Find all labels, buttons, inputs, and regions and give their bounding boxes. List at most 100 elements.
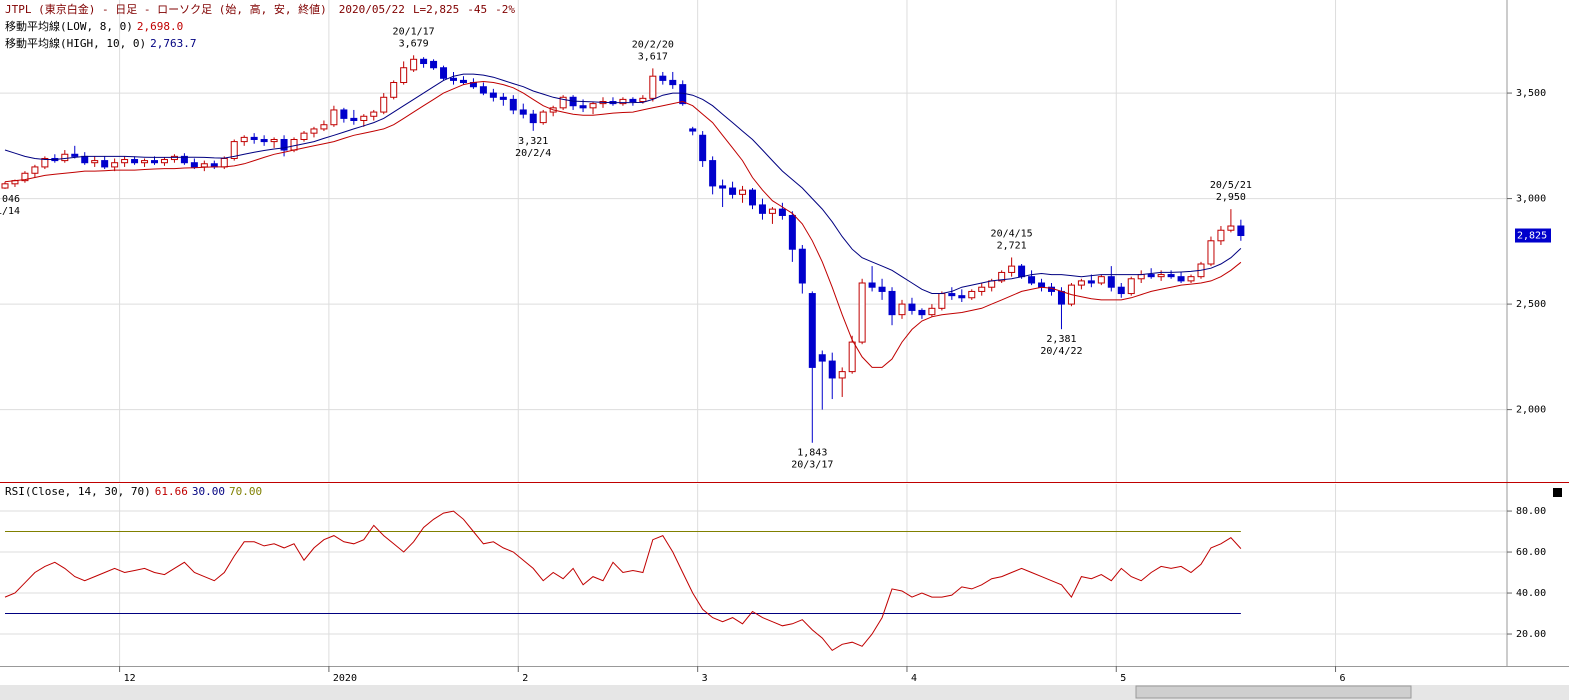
candle-body <box>270 138 278 143</box>
candle-body <box>370 111 378 117</box>
candle-body <box>350 117 358 121</box>
candle-body <box>141 160 149 164</box>
candle-body <box>629 98 637 103</box>
candle-body <box>240 136 248 143</box>
candle-body <box>938 293 946 309</box>
scroll-thumb[interactable] <box>1135 685 1412 699</box>
candle-body <box>320 124 328 130</box>
legend-value: 30.00 <box>192 485 225 498</box>
candle-body <box>310 128 318 134</box>
candle-body <box>1028 276 1036 284</box>
annotation-value: 3,321 <box>518 136 548 147</box>
candle-body <box>998 271 1006 282</box>
candle-body <box>499 96 507 100</box>
candle-body <box>709 160 717 187</box>
annotation-date: 20/4/15 <box>991 228 1033 239</box>
candle-body <box>878 286 886 292</box>
candle-body <box>818 354 826 362</box>
annotation-date: 11/14 <box>0 206 20 217</box>
annotation-value: 2,721 <box>997 240 1027 251</box>
y-tick-label: 60.00 <box>1516 547 1546 558</box>
annotation-date: 20/2/20 <box>632 39 674 50</box>
annotation-date: 20/3/17 <box>791 460 833 471</box>
candle-body <box>699 134 707 162</box>
annotation-date: 20/5/21 <box>1210 180 1252 191</box>
candle-body <box>958 295 966 299</box>
x-tick-label: 2020 <box>333 673 357 684</box>
legend-value: 2,698.0 <box>137 20 183 33</box>
candle-body <box>489 92 497 98</box>
legend-name: RSI(Close, 14, 30, 70) <box>5 485 151 498</box>
candle-body <box>509 98 517 111</box>
y-tick-label: 40.00 <box>1516 588 1546 599</box>
candle-body <box>430 60 438 69</box>
legend-value: 70.00 <box>229 485 262 498</box>
annotation-date: 20/1/17 <box>393 26 435 37</box>
candle-body <box>539 111 547 124</box>
candle-body <box>788 214 796 250</box>
candle-body <box>669 79 677 86</box>
candle-body <box>1077 280 1085 286</box>
candle-body <box>1057 290 1065 305</box>
candle-body <box>579 105 587 109</box>
moving-average-line <box>4 80 1242 368</box>
candle-body <box>1127 278 1135 295</box>
candle-body <box>1167 274 1175 278</box>
legend-name: 移動平均線(LOW, 8, 0) <box>5 19 133 33</box>
candle-body <box>828 360 836 379</box>
candle-body <box>170 155 178 161</box>
rsi-line <box>4 510 1242 652</box>
candle-body <box>459 79 467 84</box>
legend-value: 2,763.7 <box>150 37 196 50</box>
candle-body <box>758 204 766 214</box>
candle-body <box>848 341 856 373</box>
candle-body <box>380 96 388 113</box>
candle-body <box>1107 276 1115 288</box>
annotation-value: 2,381 <box>1046 334 1076 345</box>
candle-body <box>729 187 737 195</box>
close-button[interactable] <box>1553 488 1562 497</box>
candle-body <box>689 128 697 132</box>
candle-body <box>838 371 846 379</box>
candle-body <box>908 303 916 311</box>
candle-body <box>1018 265 1026 278</box>
candle-body <box>330 109 338 126</box>
candle-body <box>1117 286 1125 295</box>
candle-body <box>400 67 408 84</box>
candle-body <box>81 155 89 164</box>
annotation-value: 3,679 <box>399 38 429 49</box>
candle-body <box>479 86 487 94</box>
candle-body <box>131 159 139 164</box>
rsi-legend: RSI(Close, 14, 30, 70) 61.66 30.00 70.00 <box>5 485 262 498</box>
candle-body <box>778 208 786 216</box>
candle-body <box>300 132 308 140</box>
candle-body <box>1137 274 1145 280</box>
candle-body <box>768 208 776 214</box>
candle-body <box>888 290 896 316</box>
candle-body <box>280 138 288 151</box>
candle-body <box>1008 265 1016 273</box>
candle-body <box>1217 229 1225 242</box>
annotation-date: 20/2/4 <box>515 148 551 159</box>
candle-body <box>1 183 9 189</box>
candle-body <box>918 309 926 316</box>
annotation-value: 3,046 <box>0 194 20 205</box>
candle-body <box>679 84 687 105</box>
candle-body <box>808 293 816 368</box>
ma-high-legend: 移動平均線(HIGH, 10, 0) 2,763.7 <box>5 36 196 50</box>
x-tick-label: 2 <box>522 673 528 684</box>
candle-body <box>749 189 756 206</box>
x-tick-label: 6 <box>1340 673 1346 684</box>
candle-body <box>91 160 99 164</box>
annotation-date: 20/4/22 <box>1040 346 1082 357</box>
candle-body <box>111 162 119 168</box>
candle-body <box>1227 225 1235 231</box>
candle-body <box>101 160 109 168</box>
candle-body <box>639 97 647 103</box>
y-tick-label: 20.00 <box>1516 629 1546 640</box>
annotation-value: 1,843 <box>797 448 827 459</box>
ma-low-legend: 移動平均線(LOW, 8, 0) 2,698.0 <box>5 19 183 33</box>
candle-body <box>121 159 129 164</box>
header-last: L=2,825 <box>413 3 459 16</box>
